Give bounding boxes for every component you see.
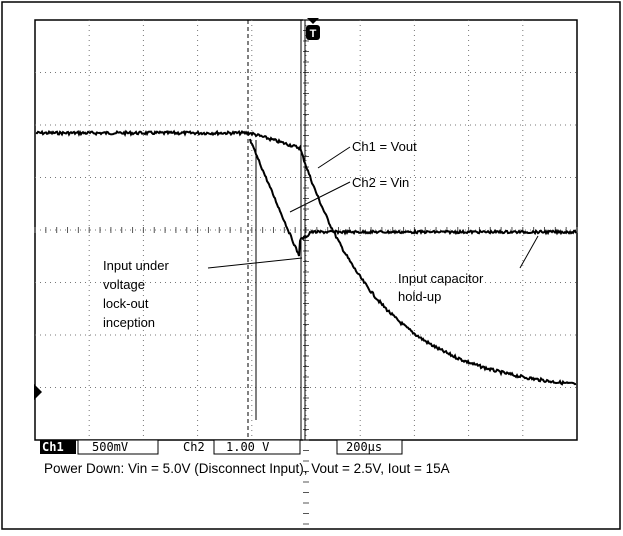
scope-screen bbox=[34, 19, 578, 535]
leader bbox=[519, 235, 539, 269]
caption: Power Down: Vin = 5.0V (Disconnect Input… bbox=[44, 461, 450, 476]
trigger-arrow bbox=[307, 18, 319, 24]
ch1-trace bbox=[35, 129, 577, 386]
leader bbox=[289, 181, 351, 213]
annotation: Ch1 = Vout bbox=[352, 139, 417, 154]
status-box bbox=[77, 439, 159, 455]
status-ch1: Ch1 bbox=[42, 440, 64, 454]
ch2-trace bbox=[249, 138, 577, 257]
annotation: hold-up bbox=[398, 289, 441, 304]
status-time-scale: 200µs bbox=[346, 440, 382, 454]
ground-marker bbox=[34, 384, 42, 400]
status-ch1-scale: 500mV bbox=[92, 440, 128, 454]
annotation: inception bbox=[103, 315, 155, 330]
annotation: Input capacitor bbox=[398, 271, 484, 286]
ch1-badge bbox=[40, 440, 76, 454]
traces bbox=[35, 129, 577, 386]
status-ch2-scale: 1.00 V bbox=[226, 440, 269, 454]
annotation: voltage bbox=[103, 277, 145, 292]
status-ch2: Ch2 bbox=[183, 440, 205, 454]
annotation: Ch2 = Vin bbox=[352, 175, 409, 190]
trigger-badge bbox=[306, 25, 320, 40]
annotation: Input under bbox=[103, 258, 169, 273]
annotation: lock-out bbox=[103, 296, 149, 311]
trigger-label: T bbox=[310, 28, 317, 40]
status-box bbox=[336, 439, 403, 455]
leader bbox=[317, 146, 351, 169]
leader bbox=[207, 257, 303, 269]
status-box bbox=[213, 439, 301, 455]
